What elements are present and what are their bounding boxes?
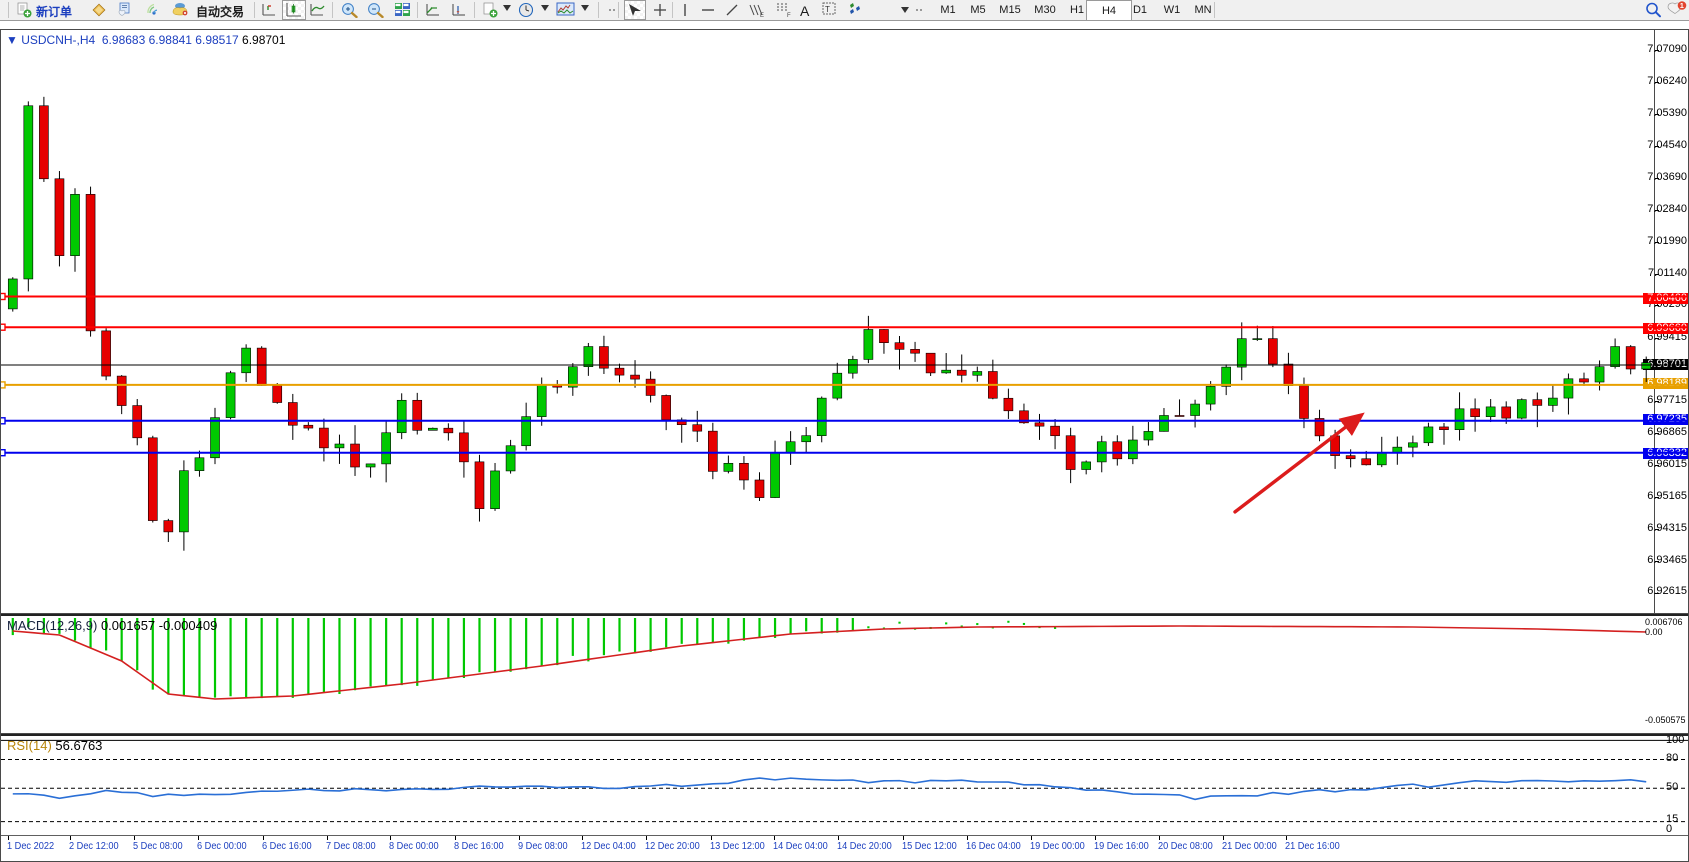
svg-text:F: F xyxy=(787,13,791,18)
svg-text:E: E xyxy=(760,13,764,18)
svg-text:1: 1 xyxy=(1680,1,1684,10)
svg-text:T: T xyxy=(825,5,830,14)
